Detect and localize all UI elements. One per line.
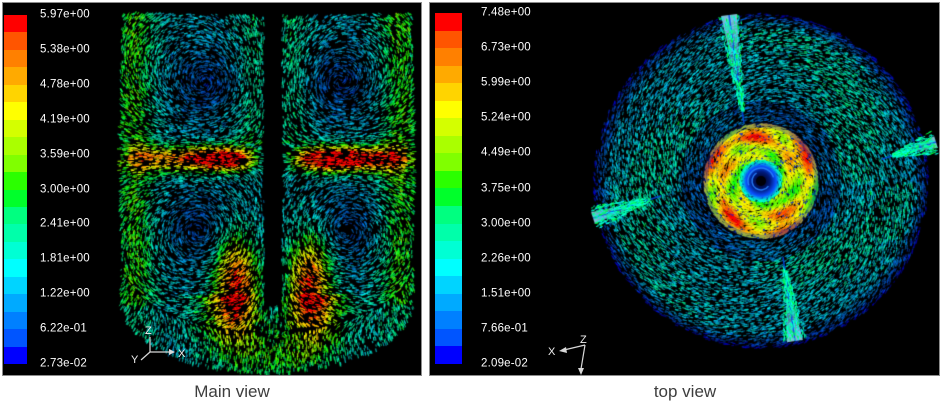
top-view-panel: 7.48e+00 6.73e+00 5.99e+00 5.24e+00 4.49e+00… (429, 2, 940, 376)
colorbar-band (4, 276, 27, 295)
colorbar-band (4, 119, 27, 138)
colorbar-band (4, 311, 27, 330)
legend-tick-label: 6.22e-01 (40, 322, 87, 335)
top-view-vector-field-canvas (430, 3, 939, 375)
legend-tick-label: 3.00e+00 (40, 182, 90, 195)
colorbar-band (4, 49, 27, 68)
colorbar-band (435, 346, 462, 364)
top-view-caption: top view (653, 382, 717, 401)
main-view-panel: 5.97e+00 5.38e+00 4.78e+00 4.19e+00 3.59e+00… (2, 2, 422, 376)
colorbar-band (4, 15, 27, 33)
legend-tick-label: 2.09e-02 (481, 357, 528, 370)
legend-tick-label: 3.00e+00 (481, 216, 531, 229)
colorbar-band (435, 241, 462, 259)
legend-tick-label: 4.78e+00 (40, 78, 90, 91)
main-view-colorbar (4, 15, 27, 365)
colorbar-band (4, 84, 27, 103)
colorbar-band (4, 294, 27, 312)
colorbar-band (435, 188, 462, 207)
legend-tick-label: 7.66e-01 (481, 322, 528, 335)
legend-tick-label: 2.73e-02 (40, 357, 87, 370)
colorbar-band (435, 328, 462, 347)
colorbar-band (4, 172, 27, 190)
legend-tick-label: 1.81e+00 (40, 252, 90, 265)
colorbar-band (435, 13, 462, 31)
colorbar-band (4, 102, 27, 120)
legend-tick-label: 4.49e+00 (481, 146, 531, 159)
top-view-colorbar (435, 13, 462, 364)
colorbar-band (435, 153, 462, 171)
colorbar-band (4, 259, 27, 277)
colorbar-band (4, 241, 27, 260)
colorbar-band (435, 83, 462, 101)
legend-tick-label: 3.59e+00 (40, 147, 90, 160)
colorbar-band (435, 293, 462, 312)
colorbar-band (4, 67, 27, 85)
legend-tick-label: 3.75e+00 (481, 181, 531, 194)
colorbar-band (435, 65, 462, 84)
colorbar-band (435, 100, 462, 119)
colorbar-band (4, 224, 27, 242)
legend-tick-label: 4.19e+00 (40, 112, 90, 125)
colorbar-band (435, 311, 462, 329)
legend-tick-label: 6.73e+00 (481, 41, 531, 54)
colorbar-band (435, 135, 462, 154)
colorbar-band (435, 118, 462, 136)
legend-tick-label: 1.51e+00 (481, 287, 531, 300)
colorbar-band (435, 48, 462, 66)
colorbar-band (435, 223, 462, 242)
legend-tick-label: 2.41e+00 (40, 217, 90, 230)
legend-tick-label: 7.48e+00 (481, 6, 531, 19)
colorbar-band (435, 276, 462, 294)
legend-tick-label: 5.97e+00 (40, 8, 90, 21)
colorbar-band (4, 154, 27, 173)
colorbar-band (4, 189, 27, 207)
legend-tick-label: 5.24e+00 (481, 111, 531, 124)
main-view-vector-field-canvas (3, 3, 421, 375)
legend-tick-label: 5.38e+00 (40, 43, 90, 56)
colorbar-band (4, 329, 27, 347)
colorbar-band (435, 258, 462, 277)
colorbar-band (4, 206, 27, 225)
colorbar-band (4, 346, 27, 365)
colorbar-band (435, 170, 462, 189)
legend-tick-label: 2.26e+00 (481, 251, 531, 264)
colorbar-band (4, 137, 27, 155)
main-view-caption: Main view (194, 382, 270, 401)
colorbar-band (4, 32, 27, 50)
colorbar-band (435, 30, 462, 49)
legend-tick-label: 1.22e+00 (40, 287, 90, 300)
colorbar-band (435, 206, 462, 224)
legend-tick-label: 5.99e+00 (481, 76, 531, 89)
